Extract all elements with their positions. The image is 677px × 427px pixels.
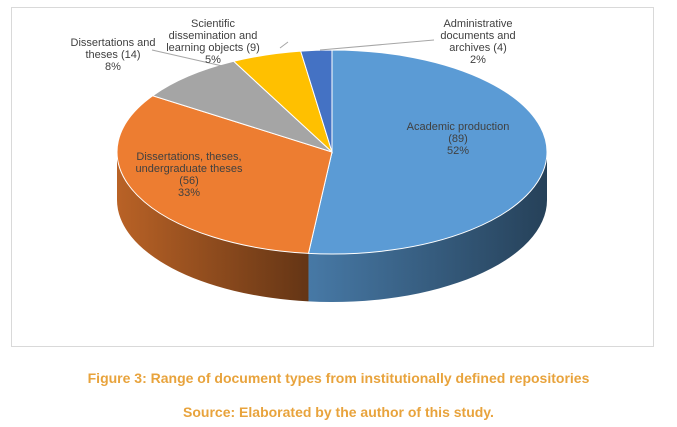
pie-tops	[116, 49, 548, 255]
slice-label-1: Dissertations, theses, undergraduate thes…	[135, 151, 243, 199]
slice-label-4: Administrative documents and archives (4) 2…	[440, 18, 515, 66]
leader-line-2	[319, 39, 435, 51]
slice-label-3: Scientific dissemination and learning obje…	[166, 18, 260, 66]
pie-side-0	[308, 152, 547, 302]
figure-caption: Figure 3: Range of document types from i…	[87, 370, 590, 386]
leader-line-0	[151, 49, 241, 71]
pie-slice-2	[151, 60, 333, 153]
leader-lines	[151, 39, 435, 71]
pie-side-1	[117, 152, 309, 302]
figure-source: Source: Elaborated by the author of this…	[183, 404, 494, 420]
slice-label-0: Academic production (89) 52%	[407, 121, 510, 157]
slice-labels: Academic production (89) 52% Dissertations,…	[71, 18, 516, 199]
pie-slice-0	[307, 49, 548, 255]
pie-slice-4	[300, 49, 333, 153]
leader-line-1	[279, 41, 289, 49]
slice-label-2: Dissertations and theses (14) 8%	[71, 37, 156, 73]
pie-sides	[117, 152, 547, 302]
pie-chart: Academic production (89) 52% Dissertations,…	[71, 18, 548, 302]
